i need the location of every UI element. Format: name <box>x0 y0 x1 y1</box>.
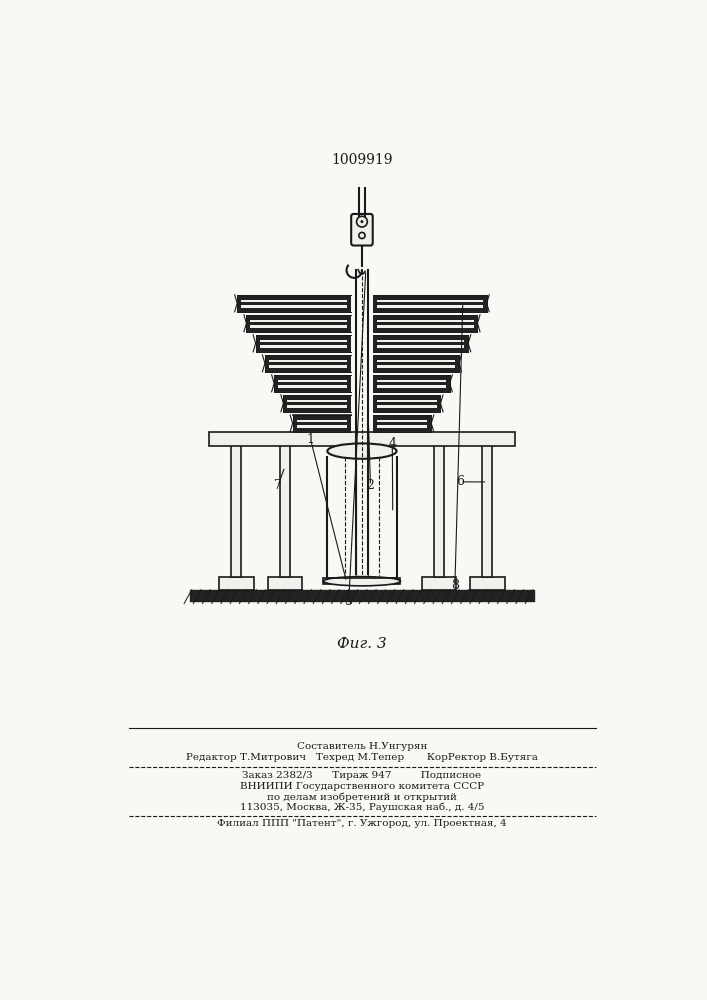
Bar <box>373 395 440 412</box>
Bar <box>373 415 431 432</box>
Text: 2: 2 <box>366 479 375 492</box>
Bar <box>377 365 455 368</box>
Bar <box>231 440 242 577</box>
Bar <box>377 300 483 302</box>
Text: 6: 6 <box>456 475 464 488</box>
Text: 113035, Москва, Ж-35, Раушская наб., д. 4/5: 113035, Москва, Ж-35, Раушская наб., д. … <box>240 802 484 812</box>
Bar <box>434 440 444 577</box>
Circle shape <box>361 220 363 223</box>
Bar <box>373 295 486 312</box>
Text: Составитель Н.Унгурян: Составитель Н.Унгурян <box>297 742 427 751</box>
Bar <box>373 335 468 352</box>
Bar <box>268 577 303 590</box>
Text: Редактор Т.Митрович   Техред М.Тепер       КорРектор В.Бутяга: Редактор Т.Митрович Техред М.Тепер КорРе… <box>186 753 538 762</box>
Text: ВНИИПИ Государственного комитета СССР: ВНИИПИ Государственного комитета СССР <box>240 782 484 791</box>
Bar <box>373 375 450 392</box>
Bar <box>259 345 347 348</box>
Bar <box>265 355 351 372</box>
Text: Фиг. 3: Фиг. 3 <box>337 637 387 651</box>
Bar <box>377 360 455 362</box>
Bar <box>377 340 464 342</box>
Bar <box>377 425 428 428</box>
Bar <box>482 440 493 577</box>
Bar <box>377 400 437 402</box>
Bar <box>377 325 474 328</box>
Bar <box>470 577 505 590</box>
Bar <box>293 415 351 432</box>
Text: 4: 4 <box>388 437 397 450</box>
Text: 8: 8 <box>451 579 459 592</box>
Bar <box>324 578 400 584</box>
Bar <box>241 305 347 308</box>
Bar <box>287 405 347 408</box>
Text: 1: 1 <box>307 433 315 446</box>
Bar <box>238 295 351 312</box>
Bar <box>377 345 464 348</box>
Bar <box>373 355 459 372</box>
Bar <box>250 320 347 322</box>
Bar <box>377 385 446 388</box>
Bar <box>296 420 347 422</box>
Bar <box>278 380 347 382</box>
Bar <box>219 577 254 590</box>
Bar <box>284 395 351 412</box>
Bar <box>296 425 347 428</box>
Bar <box>256 335 351 352</box>
Text: 7: 7 <box>274 479 282 492</box>
Text: Филиал ППП "Патент", г. Ужгород, ул. Проектная, 4: Филиал ППП "Патент", г. Ужгород, ул. Про… <box>217 819 507 828</box>
Bar <box>377 320 474 322</box>
Bar <box>287 400 347 402</box>
Bar <box>269 360 347 362</box>
Bar <box>377 420 428 422</box>
FancyBboxPatch shape <box>351 214 373 246</box>
Bar <box>269 365 347 368</box>
Bar <box>377 380 446 382</box>
Bar <box>241 300 347 302</box>
Bar <box>247 315 351 332</box>
Text: 3: 3 <box>345 595 353 608</box>
Bar <box>209 432 515 446</box>
Text: 1009919: 1009919 <box>331 153 392 167</box>
Circle shape <box>359 232 365 239</box>
Bar <box>421 577 456 590</box>
Bar <box>278 385 347 388</box>
Circle shape <box>356 216 368 227</box>
Bar <box>377 405 437 408</box>
Bar <box>377 305 483 308</box>
Bar <box>250 325 347 328</box>
Text: по делам изобретений и открытий: по делам изобретений и открытий <box>267 792 457 802</box>
Text: Заказ 2382/3      Тираж 947         Подписное: Заказ 2382/3 Тираж 947 Подписное <box>243 771 481 780</box>
Ellipse shape <box>324 577 400 586</box>
Ellipse shape <box>327 443 397 459</box>
Bar <box>274 375 351 392</box>
Bar <box>373 315 477 332</box>
Bar <box>259 340 347 342</box>
Bar <box>280 440 290 577</box>
